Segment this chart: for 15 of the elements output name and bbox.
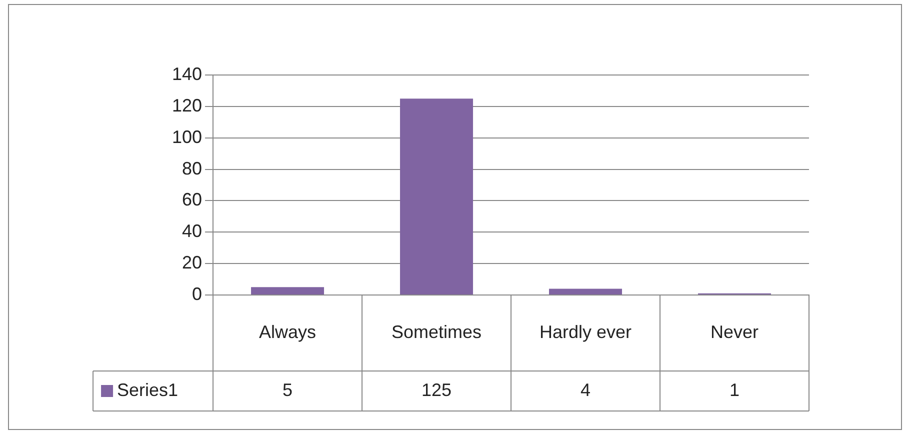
bar bbox=[400, 98, 474, 294]
y-tick-label: 100 bbox=[172, 126, 202, 147]
y-tick-label: 120 bbox=[172, 95, 202, 116]
y-tick-label: 40 bbox=[182, 221, 202, 242]
bar bbox=[251, 287, 324, 294]
x-tick-label: Never bbox=[710, 322, 759, 342]
y-tick-label: 80 bbox=[182, 158, 202, 178]
y-tick-label: 20 bbox=[182, 252, 202, 273]
x-tick-label: Hardly ever bbox=[539, 322, 632, 342]
y-tick-label: 140 bbox=[172, 64, 202, 84]
bar bbox=[549, 288, 622, 294]
y-tick-label: 0 bbox=[192, 284, 202, 304]
x-tick-label: Sometimes bbox=[392, 322, 482, 342]
y-tick-label: 60 bbox=[182, 190, 202, 210]
x-tick-label: Always bbox=[259, 322, 316, 342]
